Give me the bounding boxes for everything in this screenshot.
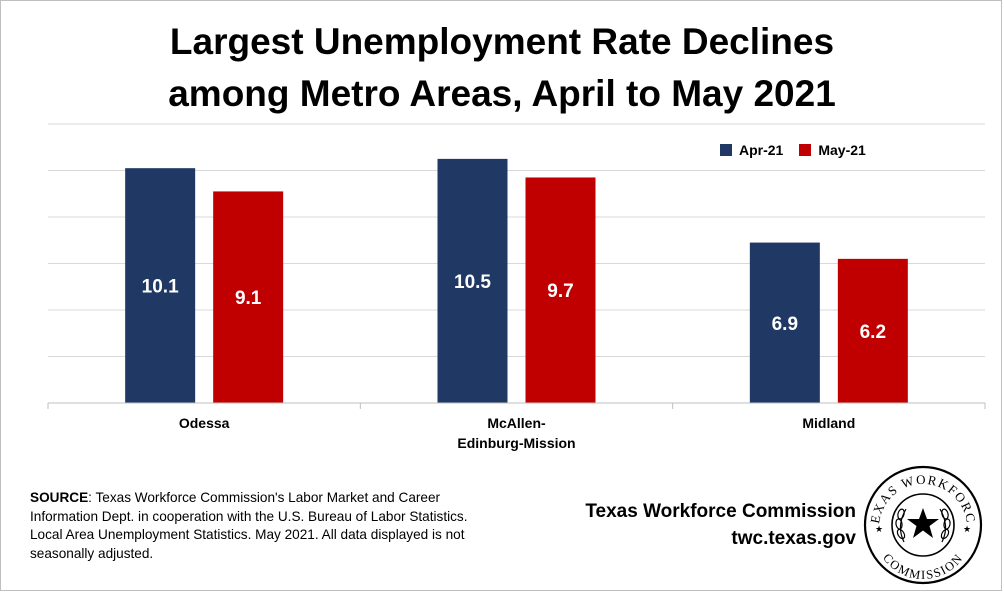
legend-label-may: May-21 — [818, 142, 866, 158]
category-label-line: McAllen- — [487, 415, 546, 431]
chart-legend: Apr-21 May-21 — [720, 142, 866, 158]
category-label-line: Edinburg-Mission — [457, 435, 575, 451]
seal-left-star: ★ — [875, 524, 883, 534]
seal-right-star: ★ — [963, 524, 971, 534]
source-note: SOURCE: Texas Workforce Commission's Lab… — [30, 489, 475, 563]
bar-1-0 — [213, 191, 284, 403]
category-label-1: McAllen- Edinburg-Mission — [457, 415, 575, 451]
legend-item-may: May-21 — [799, 142, 866, 158]
legend-label-apr: Apr-21 — [739, 142, 784, 158]
data-label-1-1: 9.7 — [547, 281, 573, 302]
agency-block: Texas Workforce Commission twc.texas.gov — [516, 498, 856, 552]
chart-title-line-2: among Metro Areas, April to May 2021 — [168, 73, 836, 114]
chart-title-line-1: Largest Unemployment Rate Declines — [169, 21, 835, 62]
bar-0-2 — [749, 242, 820, 403]
legend-item-apr: Apr-21 — [720, 142, 783, 158]
data-label-1-2: 6.2 — [860, 322, 886, 343]
source-text: : Texas Workforce Commission's Labor Mar… — [30, 490, 468, 561]
category-label-line: Odessa — [179, 415, 230, 431]
data-label-0-1: 10.5 — [454, 272, 491, 293]
bar-1-1 — [525, 177, 596, 403]
data-label-0-0: 10.1 — [142, 277, 179, 298]
data-label-1-0: 9.1 — [235, 288, 262, 309]
source-label: SOURCE — [30, 490, 89, 505]
data-label-0-2: 6.9 — [772, 314, 798, 335]
category-label-2: Midland — [802, 415, 855, 431]
legend-swatch-may — [799, 144, 812, 156]
bar-0-0 — [125, 168, 196, 403]
bar-1-2 — [837, 258, 908, 403]
twc-seal-logo: TEXAS WORKFORCE COMMISSION ★ ★ — [862, 464, 983, 585]
seal-wreath — [895, 508, 951, 543]
seal-center-star — [907, 508, 939, 538]
agency-url: twc.texas.gov — [731, 528, 856, 549]
bar-0-1 — [437, 158, 508, 403]
agency-name: Texas Workforce Commission — [585, 501, 856, 522]
chart-title: Largest Unemployment Rate Declines among… — [0, 16, 1004, 120]
category-label-0: Odessa — [179, 415, 230, 431]
category-label-line: Midland — [802, 415, 855, 431]
legend-swatch-apr — [720, 144, 732, 156]
